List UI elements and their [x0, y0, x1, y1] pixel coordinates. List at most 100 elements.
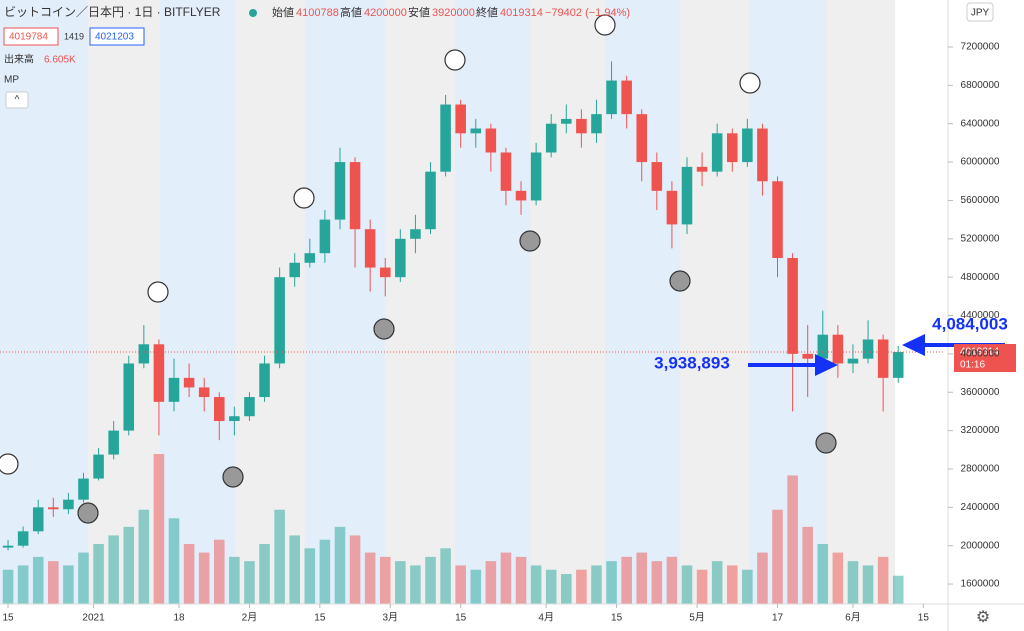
- candle-body: [726, 133, 738, 163]
- ohlc-value: 3920000: [432, 7, 475, 19]
- volume-bar: [440, 548, 451, 604]
- ohlc-label: 安値: [408, 5, 430, 19]
- y-tick-label: 4000000: [961, 349, 1000, 360]
- volume-bar: [123, 526, 135, 604]
- volume-bar: [726, 565, 738, 604]
- candle-body: [515, 190, 527, 201]
- candle-body: [364, 229, 376, 268]
- candle-body: [229, 416, 240, 422]
- candle-body: [636, 114, 648, 163]
- candle-body: [485, 128, 497, 153]
- volume-bar: [183, 544, 195, 604]
- candle-body: [153, 344, 165, 402]
- currency-button[interactable]: [966, 2, 994, 22]
- candle-body: [621, 80, 632, 115]
- candle-body: [48, 507, 59, 510]
- volume-bar: [802, 526, 813, 604]
- volume-value: 6.605K: [44, 55, 76, 66]
- volume-bar: [319, 539, 331, 604]
- volume-bar: [138, 509, 150, 604]
- candle-body: [395, 238, 406, 278]
- candle-body: [561, 118, 572, 124]
- candle-body: [847, 358, 859, 364]
- candle-body: [198, 387, 210, 398]
- volume-bar: [772, 509, 783, 604]
- y-tick-label: 1600000: [961, 579, 1000, 590]
- ohlc-label: 始値: [272, 5, 294, 19]
- change: −79402 (−1.94%): [545, 7, 630, 19]
- volume-bar: [832, 552, 844, 604]
- candle-body: [757, 128, 768, 182]
- y-tick-label: 7200000: [961, 42, 1000, 53]
- volume-bar: [742, 569, 753, 604]
- y-tick-label: 3200000: [961, 425, 1000, 436]
- candle-body: [138, 344, 150, 364]
- y-tick-label: 6800000: [961, 80, 1000, 91]
- y-tick-label: 6000000: [961, 157, 1000, 168]
- volume-bar: [229, 556, 240, 604]
- x-tick-label: 5月: [689, 612, 705, 624]
- candle-body: [591, 114, 602, 134]
- candle-body: [213, 397, 225, 422]
- candle-body: [410, 229, 421, 239]
- candle-body: [772, 181, 783, 258]
- header: ビットコイン／日本円 · 1日 · BITFLYER 始値 4100788 高値…: [3, 5, 630, 109]
- volume-bar: [259, 544, 270, 604]
- volume-bar: [168, 518, 180, 604]
- candle-body: [425, 171, 436, 230]
- symbol-title: ビットコイン／日本円 · 1日 · BITFLYER: [4, 5, 221, 19]
- volume-bar: [711, 561, 723, 604]
- candle-body: [304, 253, 316, 263]
- volume-bar: [63, 565, 74, 604]
- volume-bar: [379, 556, 391, 604]
- volume-bar: [2, 569, 14, 604]
- volume-bar: [410, 565, 421, 604]
- volume-bar: [349, 535, 361, 604]
- candle-body: [817, 334, 829, 359]
- candle-body: [168, 377, 180, 402]
- candle-body: [892, 352, 904, 378]
- candle-body: [440, 104, 451, 172]
- volume-bar: [500, 552, 512, 604]
- volume-bar: [425, 556, 436, 604]
- x-tick-label: 15: [611, 613, 623, 624]
- bid: 4019784: [9, 32, 48, 43]
- y-tick-label: 6400000: [961, 118, 1000, 129]
- candle-body: [711, 133, 723, 172]
- volume-bar: [289, 535, 300, 604]
- countdown: 01:16: [960, 360, 985, 371]
- volume-bar: [621, 556, 632, 604]
- candle-body: [17, 531, 29, 546]
- price-tag-bg: [954, 344, 1016, 372]
- candle-body: [93, 454, 104, 479]
- candle-body: [500, 152, 512, 191]
- candle-body: [319, 219, 331, 254]
- svg-text:^: ^: [15, 95, 20, 106]
- candle-body: [2, 545, 14, 548]
- volume-bar: [395, 561, 406, 604]
- volume-bar: [530, 565, 542, 604]
- candle-body: [259, 363, 270, 398]
- candle-body: [32, 507, 44, 532]
- collapse-button[interactable]: [5, 91, 29, 109]
- volume-bar: [606, 561, 617, 604]
- candle-body: [877, 339, 889, 378]
- volume-bar: [892, 575, 904, 604]
- volume-bar: [817, 544, 829, 604]
- volume-bar: [32, 556, 44, 604]
- volume-bar: [545, 569, 557, 604]
- candle-body: [802, 353, 813, 359]
- volume-bar: [847, 561, 859, 604]
- candle-body: [606, 80, 617, 115]
- volume-bar: [636, 552, 648, 604]
- candle-body: [832, 334, 844, 364]
- candle-body: [862, 339, 874, 359]
- settings-icon[interactable]: ⚙: [976, 609, 990, 626]
- x-tick-label: 6月: [845, 612, 861, 624]
- volume-bar: [198, 552, 210, 604]
- volume-bar: [274, 509, 285, 604]
- x-tick-label: 4月: [538, 612, 554, 624]
- volume-bar: [862, 565, 874, 604]
